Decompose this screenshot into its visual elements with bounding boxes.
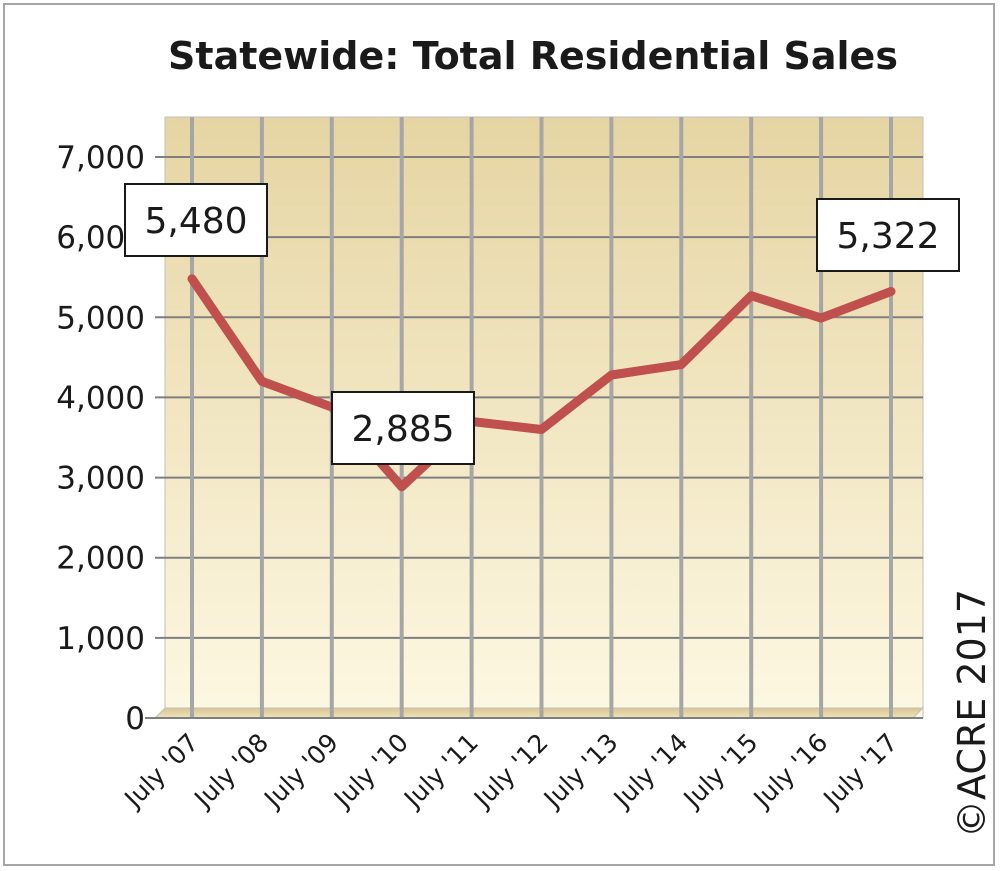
- chart-title: Statewide: Total Residential Sales: [168, 34, 898, 78]
- data-point: [678, 361, 685, 368]
- plot-floor: [153, 707, 925, 719]
- line-chart: Statewide: Total Residential Sales 0 1,00…: [56, 34, 994, 838]
- data-point: [748, 292, 755, 299]
- y-tick-label: 3,000: [56, 461, 145, 497]
- x-tick-label: July '09: [257, 728, 344, 815]
- data-point: [189, 275, 195, 282]
- x-tick-label: July '12: [467, 728, 554, 815]
- data-label: 5,322: [816, 198, 960, 272]
- data-point: [888, 288, 894, 295]
- data-point: [258, 378, 265, 385]
- data-point: [608, 371, 615, 378]
- copyright-credit: ©ACRE 2017: [950, 589, 994, 838]
- y-tick-label: 0: [125, 701, 145, 737]
- y-tick-label: 1,000: [56, 621, 145, 657]
- data-label-text: 5,480: [144, 201, 247, 242]
- x-tick-label: July '16: [747, 728, 834, 815]
- data-labels: 5,480 2,885 5,322: [124, 183, 960, 465]
- x-tick-label: July '11: [397, 728, 484, 815]
- y-tick-label: 5,000: [56, 300, 145, 336]
- data-label: 5,480: [124, 183, 268, 257]
- x-tick-label: July '08: [187, 728, 274, 815]
- data-point: [398, 483, 405, 490]
- data-label-text: 2,885: [351, 409, 454, 450]
- plot-area: [145, 116, 925, 719]
- data-label-text: 5,322: [836, 216, 939, 257]
- y-tick-label: 2,000: [56, 541, 145, 577]
- data-point: [538, 426, 545, 433]
- data-label: 2,885: [331, 391, 475, 465]
- data-point: [818, 315, 825, 322]
- x-tick-label: July '15: [677, 728, 764, 815]
- x-tick-label: July '13: [537, 728, 624, 815]
- x-tick-label: July '10: [327, 728, 414, 815]
- x-tick-label: July '07: [118, 728, 205, 815]
- chart-frame: Statewide: Total Residential Sales 0 1,00…: [3, 3, 995, 866]
- y-tick-label: 7,000: [56, 140, 145, 176]
- x-tick-label: July '17: [817, 728, 904, 815]
- plot-background: [164, 116, 924, 719]
- series-layer: [187, 274, 896, 492]
- y-tick-label: 4,000: [56, 380, 145, 416]
- x-tick-label: July '14: [607, 728, 694, 815]
